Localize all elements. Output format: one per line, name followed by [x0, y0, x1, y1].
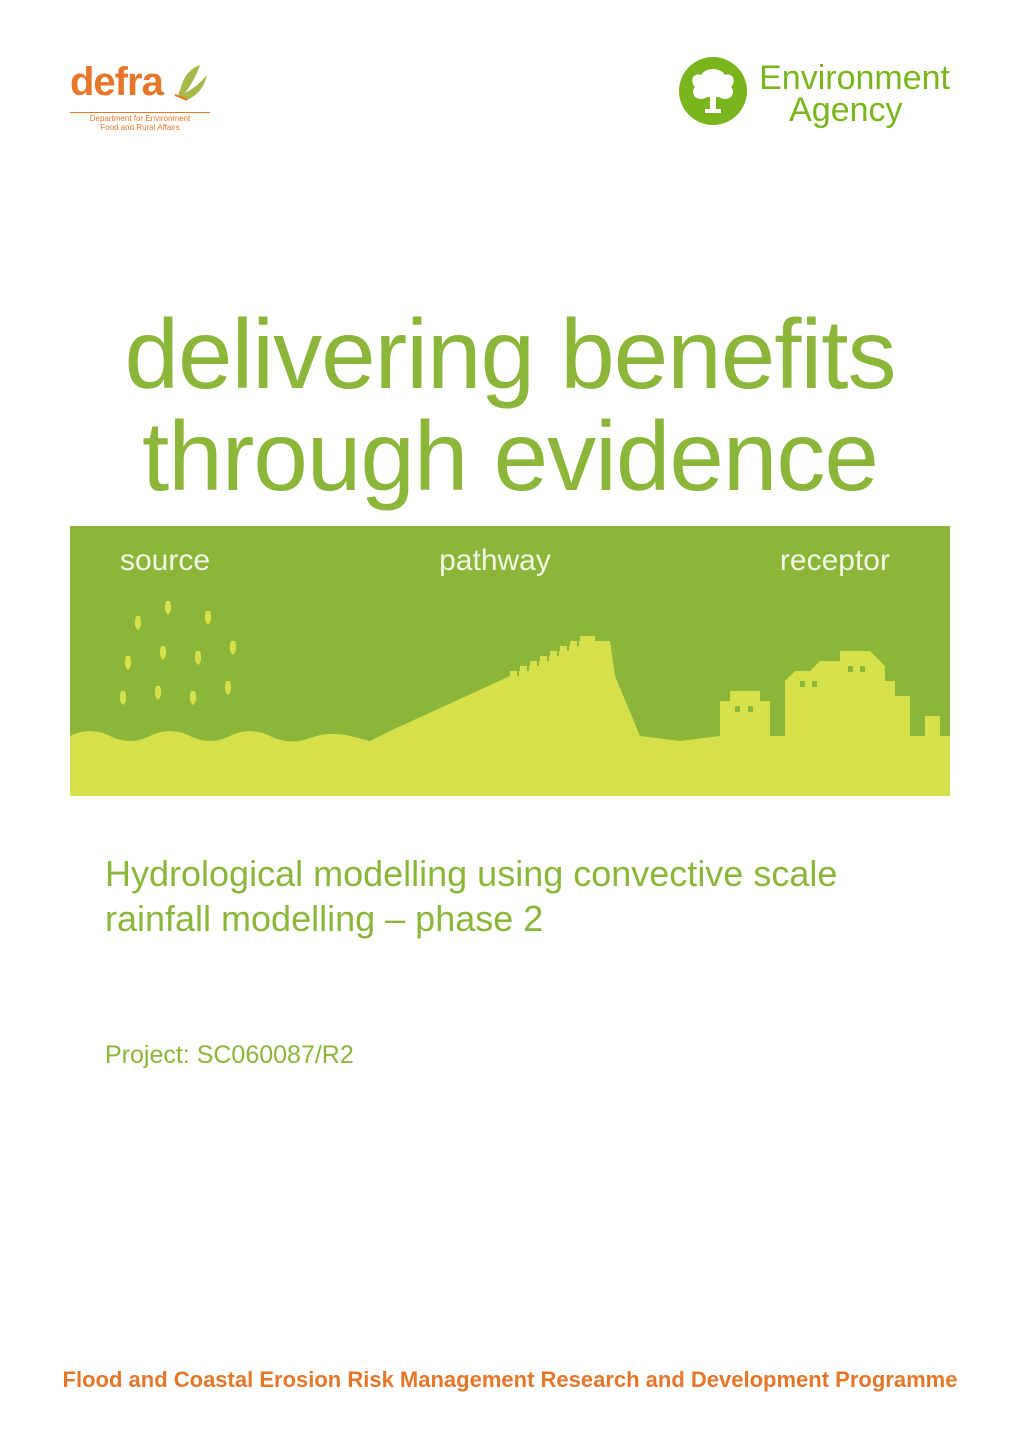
ea-tree-icon — [677, 55, 749, 132]
defra-logo-row: defra — [70, 55, 210, 110]
project-code: Project: SC060087/R2 — [105, 1041, 950, 1070]
ea-logo-line2: Agency — [789, 93, 950, 127]
environment-agency-logo: Environment Agency — [677, 55, 950, 132]
top-logo-row: defra Department for Environment Food an… — [70, 55, 950, 133]
headline-line1: delivering benefits — [70, 303, 950, 406]
document-cover: defra Department for Environment Food an… — [0, 0, 1020, 1443]
report-title: Hydrological modelling using convective … — [105, 851, 905, 941]
defra-logo-text: defra — [70, 60, 163, 105]
headline-line2: through evidence — [70, 405, 950, 508]
defra-logo: defra Department for Environment Food an… — [70, 55, 210, 133]
programme-footer: Flood and Coastal Erosion Risk Managemen… — [0, 1367, 1020, 1393]
ea-logo-text: Environment Agency — [759, 61, 950, 127]
defra-logo-subtext: Department for Environment Food and Rura… — [70, 112, 210, 133]
banner-silhouette-icon — [70, 526, 950, 796]
ea-logo-line1: Environment — [759, 61, 950, 95]
defra-leaf-icon — [165, 55, 213, 110]
headline: delivering benefits through evidence — [70, 303, 950, 509]
banner-graphic: source pathway receptor — [70, 526, 950, 796]
